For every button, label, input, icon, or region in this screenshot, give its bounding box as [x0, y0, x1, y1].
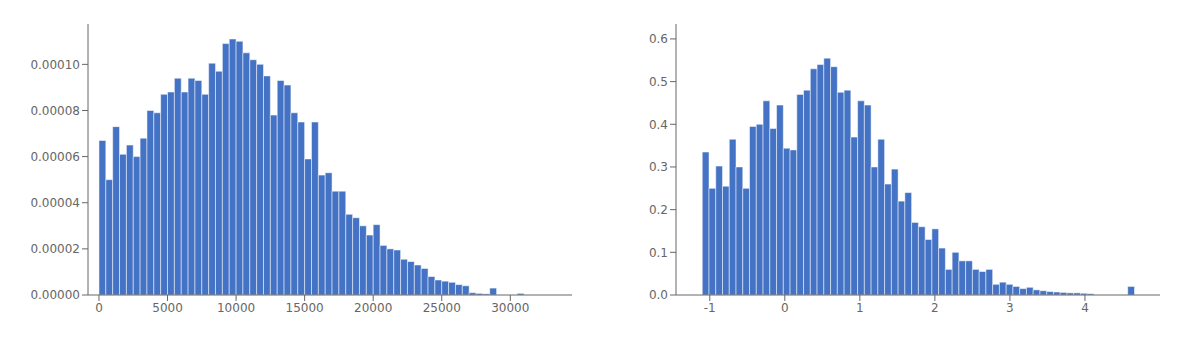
- svg-text:2: 2: [931, 301, 939, 315]
- svg-text:0.4: 0.4: [649, 118, 668, 132]
- svg-text:15000: 15000: [286, 301, 324, 315]
- svg-text:25000: 25000: [423, 301, 461, 315]
- svg-text:10000: 10000: [217, 301, 255, 315]
- svg-text:0.5: 0.5: [649, 75, 668, 89]
- svg-text:-1: -1: [704, 301, 716, 315]
- svg-text:0: 0: [95, 301, 103, 315]
- svg-text:0.2: 0.2: [649, 203, 668, 217]
- svg-text:0.00004: 0.00004: [30, 196, 80, 210]
- svg-text:0.1: 0.1: [649, 246, 668, 260]
- svg-text:0.00002: 0.00002: [30, 242, 80, 256]
- svg-text:0.3: 0.3: [649, 160, 668, 174]
- svg-text:30000: 30000: [491, 301, 529, 315]
- svg-text:0.6: 0.6: [649, 32, 668, 46]
- svg-text:4: 4: [1081, 301, 1089, 315]
- svg-text:0.0: 0.0: [649, 288, 668, 302]
- svg-text:20000: 20000: [354, 301, 392, 315]
- svg-text:0.00010: 0.00010: [30, 58, 80, 72]
- svg-text:0.00006: 0.00006: [30, 150, 80, 164]
- svg-text:0.00000: 0.00000: [30, 288, 80, 302]
- svg-text:1: 1: [856, 301, 864, 315]
- svg-text:0.00008: 0.00008: [30, 104, 80, 118]
- svg-text:5000: 5000: [152, 301, 183, 315]
- svg-text:0: 0: [781, 301, 789, 315]
- svg-text:3: 3: [1006, 301, 1014, 315]
